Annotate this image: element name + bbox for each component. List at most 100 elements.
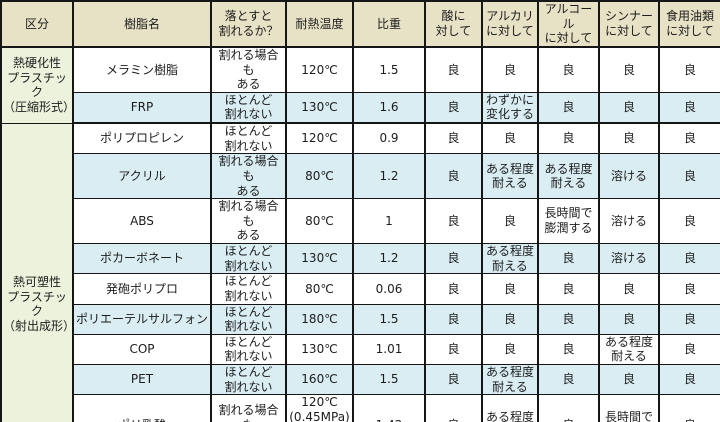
- alkali-cell: ある程度 耐える: [481, 363, 539, 396]
- gravity-cell: 1.2: [352, 153, 426, 200]
- alcohol-cell: 良: [537, 242, 600, 275]
- breakability-cell: 割れる場合も ある: [210, 153, 287, 200]
- resin-name-cell: ABS: [72, 198, 212, 244]
- breakability-cell: ほとんど 割れない: [210, 333, 287, 366]
- alcohol-cell: 良: [537, 333, 600, 366]
- table-row-frp: FRP ほとんど 割れない 130℃ 1.6 良 わずかに 変化する 良 良 良: [1, 91, 720, 124]
- breakability-cell: ほとんど 割れない: [210, 303, 287, 335]
- resin-name-cell: アクリル: [72, 153, 212, 200]
- resin-name-cell: PET: [72, 363, 212, 396]
- header-alkali: アルカリ に対して: [481, 0, 539, 48]
- oil-cell: 良: [658, 46, 720, 93]
- table-row-polycarbonate: ポカーボネート ほとんど 割れない 130℃ 1.2 良 ある程度 耐える 良 …: [1, 242, 720, 275]
- breakability-cell: 割れる場合も ある: [210, 46, 287, 93]
- alcohol-cell: ある程度 耐える: [537, 153, 600, 200]
- table-row-foamed-polypro: 発砲ポリプロ ほとんど 割れない 80℃ 0.06 良 良 良 良 良: [1, 273, 720, 305]
- gravity-cell: 0.06: [352, 273, 426, 305]
- gravity-cell: 1.5: [352, 303, 426, 335]
- resin-name-cell: ポリエーテルサルフォン: [72, 303, 212, 335]
- alcohol-cell: 良: [537, 46, 600, 93]
- thinner-cell: 良: [598, 273, 660, 305]
- header-heat-temp: 耐熱温度: [285, 0, 354, 48]
- heat-temp-cell: 80℃: [285, 273, 354, 305]
- acid-cell: 良: [424, 303, 483, 335]
- alkali-cell: 良: [481, 333, 539, 366]
- alkali-cell: ある程度 耐える: [481, 242, 539, 275]
- alkali-cell: ある程度 耐える: [481, 394, 539, 422]
- thinner-cell: 溶ける: [598, 242, 660, 275]
- header-alcohol: アルコール に対して: [537, 0, 600, 48]
- category-cell-thermoplastic: 熱可塑性 プラスチック （射出成形）: [0, 122, 74, 422]
- resin-name-cell: ポリプロピレン: [72, 122, 212, 155]
- header-category: 区分: [0, 0, 74, 48]
- heat-temp-cell: 120℃: [285, 122, 354, 155]
- header-row: 区分 樹脂名 落とすと 割れるか？ 耐熱温度 比重 酸に 対して アルカリ に対…: [0, 0, 720, 48]
- thinner-cell: 良: [598, 363, 660, 396]
- resin-name-cell: メラミン樹脂: [72, 46, 212, 93]
- table-row-pet: PET ほとんど 割れない 160℃ 1.5 良 ある程度 耐える 良 良 良: [1, 363, 720, 396]
- oil-cell: 良: [658, 91, 720, 124]
- alkali-cell: 良: [481, 122, 539, 155]
- acid-cell: 良: [424, 46, 483, 93]
- alkali-cell: 良: [481, 46, 539, 93]
- thinner-cell: 溶ける: [598, 153, 660, 200]
- resin-name-cell: FRP: [72, 91, 212, 124]
- heat-temp-cell: 130℃: [285, 333, 354, 366]
- thinner-cell: 良: [598, 91, 660, 124]
- acid-cell: 良: [424, 122, 483, 155]
- alkali-cell: 良: [481, 198, 539, 244]
- alcohol-cell: 良: [537, 394, 600, 422]
- oil-cell: 良: [658, 363, 720, 396]
- table-row-acrylic: アクリル 割れる場合も ある 80℃ 1.2 良 ある程度 耐える ある程度 耐…: [1, 153, 720, 200]
- oil-cell: 良: [658, 394, 720, 422]
- header-resin-name: 樹脂名: [72, 0, 212, 48]
- header-edible-oil: 食用油類 に対して: [658, 0, 720, 48]
- resin-name-cell: ポカーボネート: [72, 242, 212, 275]
- thinner-cell: 良: [598, 303, 660, 335]
- resin-name-cell: 発砲ポリプロ: [72, 273, 212, 305]
- oil-cell: 良: [658, 122, 720, 155]
- header-specific-gravity: 比重: [352, 0, 426, 48]
- table-row-polyethersulfone: ポリエーテルサルフォン ほとんど 割れない 180℃ 1.5 良 良 良 良 良: [1, 303, 720, 335]
- breakability-cell: 割れる場合も ある: [210, 198, 287, 244]
- heat-temp-cell: 120℃: [285, 46, 354, 93]
- resin-name-cell: ポリ乳酸: [72, 394, 212, 422]
- breakability-cell: ほとんど 割れない: [210, 122, 287, 155]
- heat-temp-cell: 80℃: [285, 198, 354, 244]
- table-row-abs: ABS 割れる場合も ある 80℃ 1 良 良 長時間で 膨潤する 溶ける 良: [1, 198, 720, 244]
- acid-cell: 良: [424, 333, 483, 366]
- header-thinner: シンナー に対して: [598, 0, 660, 48]
- alcohol-cell: 良: [537, 91, 600, 124]
- acid-cell: 良: [424, 394, 483, 422]
- alkali-cell: 良: [481, 303, 539, 335]
- acid-cell: 良: [424, 242, 483, 275]
- oil-cell: 良: [658, 303, 720, 335]
- acid-cell: 良: [424, 153, 483, 200]
- gravity-cell: 1.5: [352, 363, 426, 396]
- header-acid: 酸に 対して: [424, 0, 483, 48]
- breakability-cell: ほとんど 割れない: [210, 91, 287, 124]
- gravity-cell: 1.01: [352, 333, 426, 366]
- gravity-cell: 1.42: [352, 394, 426, 422]
- table-row-melamine: 熱硬化性 プラスチック （圧縮形式） メラミン樹脂 割れる場合も ある 120℃…: [0, 46, 720, 124]
- alcohol-cell: 良: [537, 273, 600, 305]
- oil-cell: 良: [658, 198, 720, 244]
- breakability-cell: ほとんど 割れない: [210, 363, 287, 396]
- acid-cell: 良: [424, 273, 483, 305]
- oil-cell: 良: [658, 273, 720, 305]
- gravity-cell: 0.9: [352, 122, 426, 155]
- oil-cell: 良: [658, 153, 720, 200]
- acid-cell: 良: [424, 198, 483, 244]
- category-cell-thermosetting: 熱硬化性 プラスチック （圧縮形式）: [0, 46, 74, 124]
- oil-cell: 良: [658, 242, 720, 275]
- alcohol-cell: 良: [537, 303, 600, 335]
- thinner-cell: 良: [598, 46, 660, 93]
- heat-temp-cell: 180℃: [285, 303, 354, 335]
- thinner-cell: 溶ける: [598, 198, 660, 244]
- gravity-cell: 1.5: [352, 46, 426, 93]
- table-row-polylactic-acid: ポリ乳酸 割れる場合も ある 120℃ (0.45MPa) 1.42 良 ある程…: [1, 394, 720, 422]
- heat-temp-cell: 130℃: [285, 242, 354, 275]
- breakability-cell: ほとんど 割れない: [210, 273, 287, 305]
- heat-temp-cell: 80℃: [285, 153, 354, 200]
